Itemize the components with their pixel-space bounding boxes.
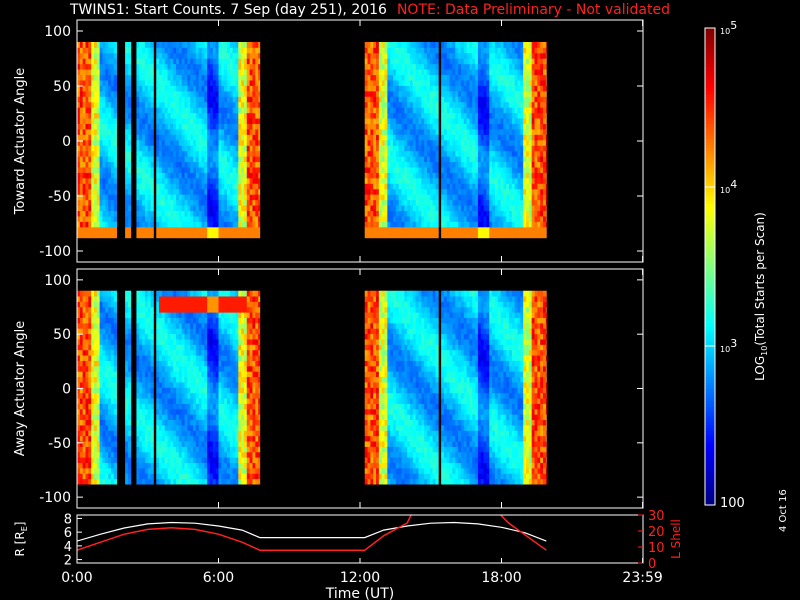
colorbar-tick-exp-2: 3 <box>730 337 737 350</box>
xtick-label-0: 0:00 <box>61 570 92 586</box>
colorbar-label: LOG10(Total Starts per Scan) <box>753 212 769 381</box>
colorbar-tick-base-1: 10 <box>720 186 730 195</box>
orbit-ytick-left-label-2: 4 <box>64 540 72 555</box>
colorbar-tick-label-0: 105 <box>720 19 737 36</box>
r-series-line <box>77 521 547 542</box>
ytick-label-toward-3: -50 <box>48 189 71 205</box>
ytick-label-away-1: 50 <box>53 327 71 343</box>
orbit-ytick-right-label-3: 0 <box>648 557 656 572</box>
xtick-label-3: 18:00 <box>481 570 521 586</box>
colorbar-label-sub: 10 <box>760 346 769 356</box>
ylabel-away: Away Actuator Angle <box>13 321 28 456</box>
orbit-ylabel-left-sub: E <box>20 526 29 531</box>
orbit-frame <box>76 514 644 564</box>
orbit-ylabel-left-end: ] <box>13 522 27 527</box>
xtick-label-1: 6:00 <box>203 570 234 586</box>
orbit-ylabel-right: L Shell <box>669 519 683 559</box>
colorbar-label-end: (Total Starts per Scan) <box>753 212 767 346</box>
colorbar-tick-base-3: 100 <box>720 496 745 511</box>
lshell-series-line-1 <box>499 515 547 551</box>
orbit-ytick-left-label-3: 2 <box>64 554 72 569</box>
orbit-ytick-right-label-0: 30 <box>648 509 665 524</box>
note-text: NOTE: Data Preliminary - Not validated <box>396 2 670 18</box>
xtick-label-4: 23:59 <box>622 570 662 586</box>
ytick-label-toward-0: 100 <box>44 24 71 40</box>
colorbar-tick-exp-1: 4 <box>730 178 737 191</box>
orbit-ytick-right-label-1: 20 <box>648 525 665 540</box>
colorbar-tick-label-1: 104 <box>720 178 737 195</box>
colorbar-tick-base-2: 10 <box>720 345 730 354</box>
ytick-label-toward-1: 50 <box>53 79 71 95</box>
title-text: TWINS1: Start Counts. 7 Sep (day 251), 2… <box>70 2 387 18</box>
colorbar-tick-exp-0: 5 <box>730 19 737 32</box>
orbit-ytick-right-label-2: 10 <box>648 541 665 556</box>
colorbar-tick-base-0: 10 <box>720 27 730 36</box>
ytick-label-away-0: 100 <box>44 273 71 289</box>
colorbar-label-main: LOG <box>753 356 767 381</box>
orbit-ytick-left-label-1: 6 <box>64 526 72 541</box>
ylabel-toward: Toward Actuator Angle <box>13 68 28 215</box>
orbit-ylabel-left-main: R [R <box>13 531 27 556</box>
ytick-label-away-4: -100 <box>39 490 71 506</box>
ytick-label-away-3: -50 <box>48 436 71 452</box>
colorbar-tick-label-3: 100 <box>720 496 745 511</box>
ytick-label-toward-2: 0 <box>62 134 71 150</box>
lshell-series-line-0 <box>77 515 412 551</box>
xtick-label-2: 12:00 <box>340 570 380 586</box>
orbit-ylabel-left: R [RE] <box>13 522 29 557</box>
orbit-lines <box>77 515 547 551</box>
colorbar-tick-label-2: 103 <box>720 337 737 354</box>
ytick-label-toward-4: -100 <box>39 244 71 260</box>
ytick-label-away-2: 0 <box>62 382 71 398</box>
chart-title: TWINS1: Start Counts. 7 Sep (day 251), 2… <box>70 2 670 18</box>
heatmap-away <box>77 290 547 485</box>
colorbar-gradient <box>705 28 715 506</box>
side-date: 4 Oct 16 <box>778 489 789 532</box>
xlabel: Time (UT) <box>325 586 394 600</box>
orbit-ytick-left-label-0: 8 <box>64 512 72 527</box>
heatmap-toward <box>77 42 547 239</box>
